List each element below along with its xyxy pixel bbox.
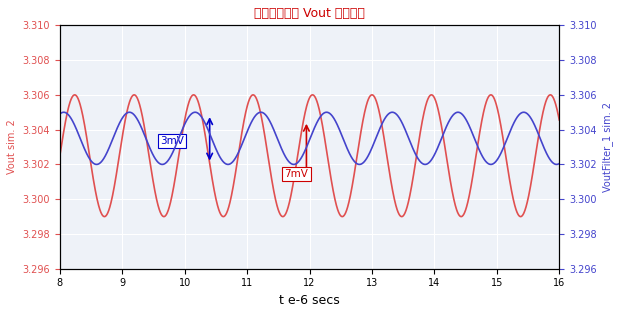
VoutFilter_1 sim. 2: [541, 149, 549, 153]
Line: VoutFilter_1 sim. 2: VoutFilter_1 sim. 2: [60, 112, 559, 165]
Vout sim. 2: [541, 102, 549, 106]
Text: 3mV: 3mV: [160, 136, 184, 146]
Y-axis label: VoutFilter_1 sim. 2: VoutFilter_1 sim. 2: [602, 102, 613, 192]
VoutFilter_1 sim. 2: [556, 162, 563, 165]
Vout sim. 2: [56, 154, 64, 158]
Vout sim. 2: [286, 200, 293, 204]
Vout sim. 2: [547, 93, 554, 97]
Vout sim. 2: [82, 127, 89, 131]
Vout sim. 2: [450, 194, 457, 198]
VoutFilter_1 sim. 2: [286, 161, 293, 165]
VoutFilter_1 sim. 2: [299, 153, 307, 157]
Title: 稳定状态仿真 Vout 纹波比较: 稳定状态仿真 Vout 纹波比较: [254, 7, 365, 20]
VoutFilter_1 sim. 2: [93, 163, 100, 166]
VoutFilter_1 sim. 2: [541, 148, 549, 152]
VoutFilter_1 sim. 2: [82, 149, 89, 153]
Vout sim. 2: [299, 123, 306, 127]
Vout sim. 2: [556, 118, 563, 122]
Y-axis label: Vout sim. 2: Vout sim. 2: [7, 120, 17, 174]
VoutFilter_1 sim. 2: [520, 110, 528, 114]
VoutFilter_1 sim. 2: [450, 113, 457, 117]
Vout sim. 2: [517, 215, 525, 219]
Vout sim. 2: [541, 103, 549, 107]
Text: 7mV: 7mV: [285, 169, 309, 179]
Line: Vout sim. 2: Vout sim. 2: [60, 95, 559, 217]
VoutFilter_1 sim. 2: [56, 112, 64, 116]
X-axis label: t e-6 secs: t e-6 secs: [279, 294, 340, 307]
